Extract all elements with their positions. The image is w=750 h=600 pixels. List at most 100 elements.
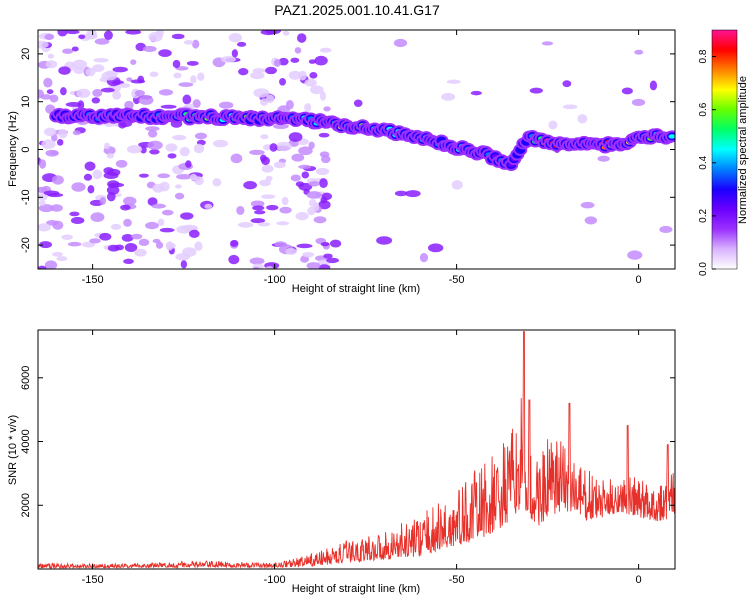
heatmap-noise-cell xyxy=(541,41,554,46)
heatmap-noise-cell xyxy=(142,45,157,52)
heatmap-noise-cell xyxy=(39,241,52,249)
heatmap-noise-cell xyxy=(176,173,192,180)
heatmap-noise-cell xyxy=(180,212,194,220)
heatmap-noise-cell xyxy=(49,94,59,103)
heatmap-noise-cell xyxy=(158,49,172,57)
heatmap-noise-cell xyxy=(67,241,82,247)
heatmap-noise-cell xyxy=(279,77,287,86)
heatmap-layer xyxy=(38,30,675,269)
heatmap-noise-cell xyxy=(320,155,331,164)
heatmap-noise-cell xyxy=(134,89,145,97)
top-x-axis-label: Height of straight line (km) xyxy=(292,283,420,295)
heatmap-noise-cell xyxy=(282,30,290,36)
heatmap-noise-cell xyxy=(58,128,68,139)
heatmap-noise-cell xyxy=(265,94,275,104)
ridge-core xyxy=(668,134,675,139)
heatmap-noise-cell xyxy=(634,49,644,55)
heatmap-noise-cell xyxy=(166,242,176,249)
heatmap-noise-cell xyxy=(321,192,333,201)
heatmap-noise-cell xyxy=(306,191,322,199)
heatmap-noise-cell xyxy=(230,153,243,164)
heatmap-noise-cell xyxy=(265,175,273,182)
heatmap-noise-cell xyxy=(204,203,213,209)
heatmap-noise-cell xyxy=(314,55,328,66)
heatmap-noise-cell xyxy=(51,251,63,257)
heatmap-noise-cell xyxy=(308,181,320,187)
heatmap-noise-cell xyxy=(261,194,276,199)
colorbar-gradient xyxy=(712,30,737,269)
heatmap-noise-cell xyxy=(298,70,307,81)
bottom-y-axis-label: SNR (10 * v/v) xyxy=(7,415,19,485)
heatmap-noise-cell xyxy=(83,173,93,181)
heatmap-noise-cell xyxy=(306,262,321,269)
bottom-x-axis-label: Height of straight line (km) xyxy=(292,583,420,595)
heatmap-noise-cell xyxy=(309,85,324,95)
heatmap-noise-cell xyxy=(319,178,328,189)
heatmap-noise-cell xyxy=(393,38,408,48)
heatmap-noise-cell xyxy=(124,242,138,253)
heatmap-noise-cell xyxy=(249,149,265,156)
heatmap-noise-cell xyxy=(159,227,175,233)
colorbar-tick-label: 0.6 xyxy=(698,102,709,116)
heatmap-noise-cell xyxy=(175,184,182,189)
heatmap-noise-cell xyxy=(212,178,222,187)
heatmap-noise-cell xyxy=(254,210,266,215)
heatmap-noise-cell xyxy=(126,145,143,154)
heatmap-noise-cell xyxy=(78,34,86,39)
heatmap-noise-cell xyxy=(178,82,194,87)
heatmap-noise-cell xyxy=(298,164,312,169)
heatmap-noise-cell xyxy=(584,216,598,225)
heatmap-noise-cell xyxy=(162,209,174,216)
heatmap-noise-cell xyxy=(259,179,271,187)
heatmap-noise-cell xyxy=(107,244,120,252)
heatmap-noise-cell xyxy=(295,181,305,187)
heatmap-noise-cell xyxy=(441,92,456,101)
heatmap-noise-cell xyxy=(279,206,292,214)
heatmap-noise-cell xyxy=(285,247,297,255)
heatmap-noise-cell xyxy=(149,149,160,155)
heatmap-noise-cell xyxy=(108,182,125,188)
heatmap-noise-cell xyxy=(92,88,103,97)
heatmap-noise-cell xyxy=(167,153,177,159)
heatmap-noise-cell xyxy=(186,60,199,66)
heatmap-noise-cell xyxy=(130,59,137,65)
heatmap-noise-cell xyxy=(103,171,119,179)
heatmap-noise-cell xyxy=(76,88,91,98)
heatmap-noise-cell xyxy=(39,199,46,207)
heatmap-noise-cell xyxy=(100,87,115,93)
heatmap-noise-cell xyxy=(38,265,47,269)
heatmap-noise-cell xyxy=(62,48,74,54)
heatmap-noise-cell xyxy=(261,164,274,173)
heatmap-noise-cell xyxy=(577,114,588,124)
heatmap-noise-cell xyxy=(112,66,128,73)
heatmap-noise-cell xyxy=(103,142,111,150)
heatmap-noise-cell xyxy=(308,141,315,150)
bottom-x-axis: -150 -100 -50 0 xyxy=(82,330,642,586)
heatmap-noise-cell xyxy=(44,33,55,41)
heatmap-noise-cell xyxy=(174,192,185,200)
top-x-tick-label: -150 xyxy=(82,274,104,286)
heatmap-noise-cell xyxy=(46,89,54,95)
top-x-tick-label: -50 xyxy=(449,274,465,286)
heatmap-noise-cell xyxy=(319,91,327,101)
heatmap-noise-cell xyxy=(188,229,200,238)
heatmap-noise-cell xyxy=(257,222,271,227)
heatmap-noise-cell xyxy=(41,139,56,150)
heatmap-noise-cell xyxy=(428,243,444,253)
heatmap-noise-cell xyxy=(562,104,578,110)
heatmap-noise-cell xyxy=(61,234,73,240)
colorbar-tick-label: 0.8 xyxy=(698,49,709,63)
heatmap-noise-cell xyxy=(151,203,166,209)
heatmap-noise-cell xyxy=(269,143,278,152)
heatmap-noise-cell xyxy=(274,241,287,248)
heatmap-noise-cell xyxy=(65,30,80,35)
heatmap-noise-cell xyxy=(69,211,80,217)
heatmap-noise-cell xyxy=(253,266,260,269)
heatmap-noise-cell xyxy=(103,30,113,40)
heatmap-noise-cell xyxy=(580,201,595,209)
heatmap-noise-cell xyxy=(230,239,239,247)
heatmap-noise-cell xyxy=(329,239,342,248)
top-y-axis: -20 -10 0 10 20 xyxy=(20,48,675,253)
heatmap-noise-cell xyxy=(631,98,646,107)
heatmap-noise-cell xyxy=(71,46,79,52)
